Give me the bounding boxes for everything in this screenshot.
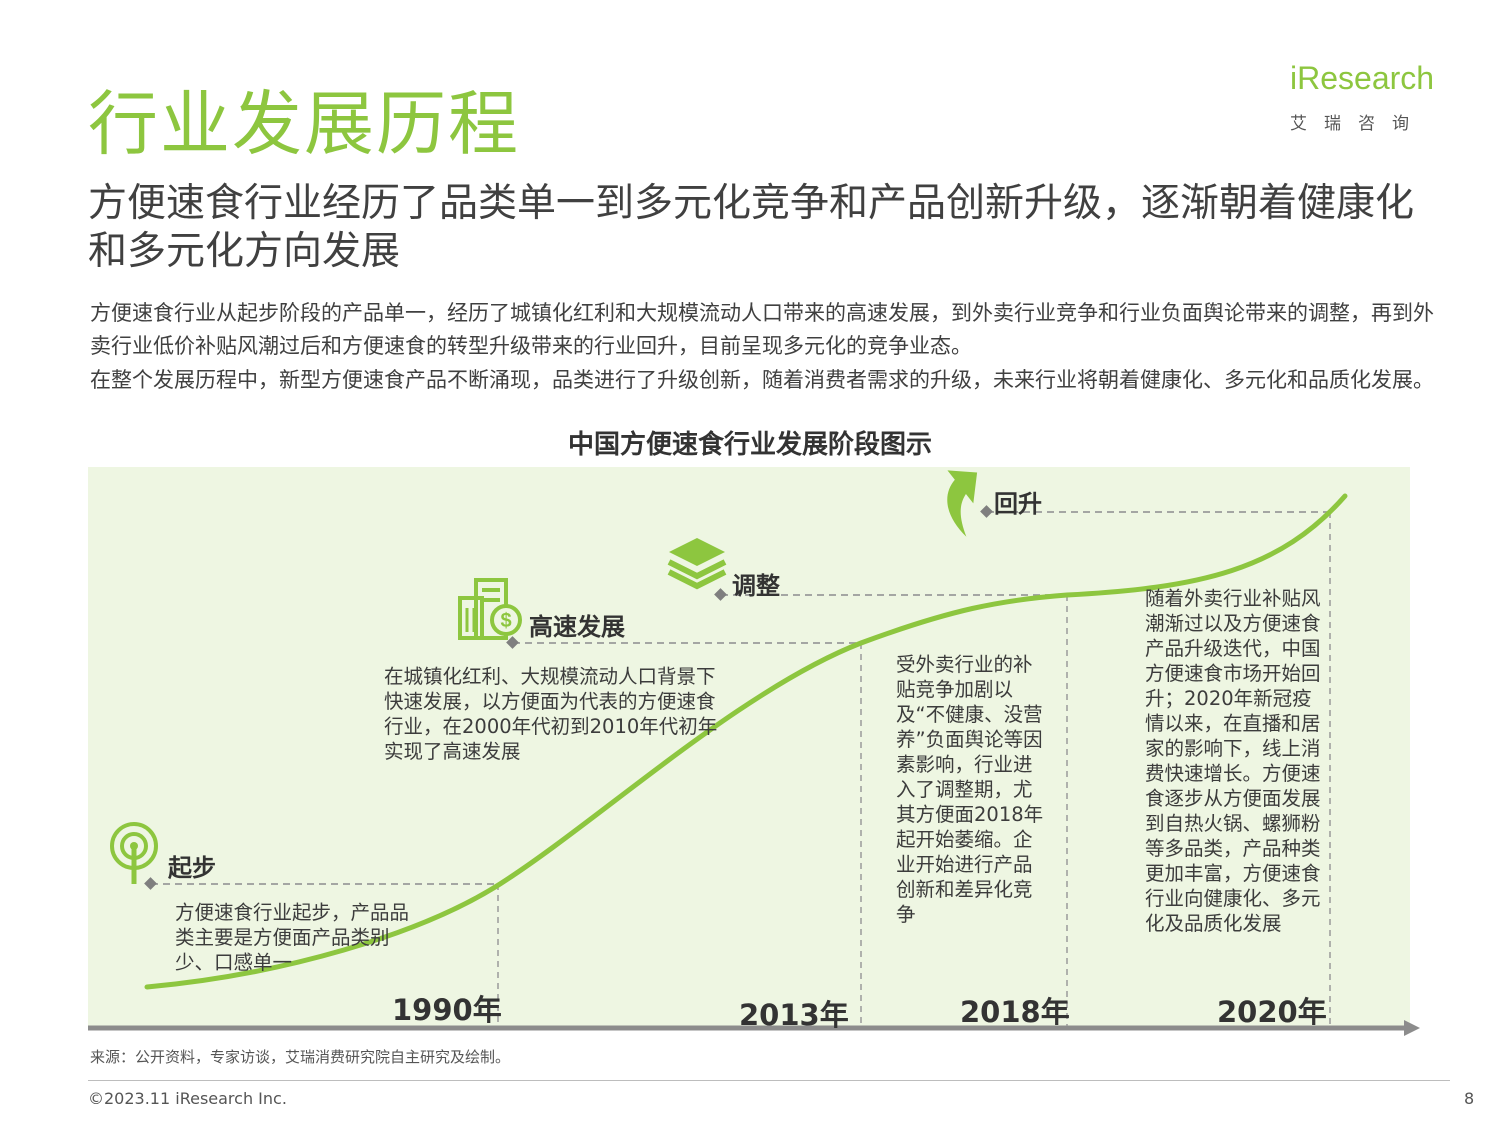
svg-text:$: $ <box>500 610 511 632</box>
stage-desc-fast-growth: 在城镇化红利、大规模流动人口背景下快速发展，以方便面为代表的方便速食行业，在20… <box>384 665 718 763</box>
leader-adjust-marker <box>714 588 727 601</box>
year-2020: 2020年 <box>1217 995 1327 1029</box>
stage-label-start: 起步 <box>168 854 216 882</box>
page-number: 8 <box>1464 1089 1475 1108</box>
stage-label-adjust: 调整 <box>732 572 780 600</box>
leader-start-marker <box>144 877 157 890</box>
stage-desc-adjust: 受外卖行业的补贴竞争加剧以及“不健康、没营养”负面舆论等因素影响，行业进入了调整… <box>896 653 1044 926</box>
growth-curve <box>144 493 1348 990</box>
copyright: ©2023.11 iResearch Inc. <box>88 1089 287 1108</box>
source-note: 来源：公开资料，专家访谈，艾瑞消费研究院自主研究及绘制。 <box>90 1048 511 1066</box>
intro-paragraph-2: 在整个发展历程中，新型方便速食产品不断涌现，品类进行了升级创新，随着消费者需求的… <box>90 368 1434 392</box>
stage-label-fast-growth: 高速发展 <box>529 613 625 641</box>
page-subtitle: 方便速食行业经历了品类单一到多元化竞争和产品创新升级，逐渐朝着健康化和多元化方向… <box>88 181 1415 274</box>
leader-recover-marker <box>980 505 993 518</box>
arrow-up-icon <box>947 470 978 537</box>
year-2018: 2018年 <box>960 995 1070 1029</box>
building-dollar-icon: $ <box>458 578 522 640</box>
stage-desc-start: 方便速食行业起步，产品品类主要是方便面产品类别少、口感单一 <box>175 901 410 974</box>
stage-desc-recover: 随着外卖行业补贴风潮渐过以及方便速食产品升级迭代，中国方便速食市场开始回升；20… <box>1145 587 1321 935</box>
stage-label-recover: 回升 <box>994 490 1042 518</box>
diagram-panel <box>88 467 1410 1028</box>
signal-tower-icon <box>110 822 158 884</box>
timeline-axis <box>88 1020 1420 1036</box>
page-title: 行业发展历程 <box>88 83 520 165</box>
footer-divider <box>88 1080 1450 1081</box>
year-2013: 2013年 <box>739 998 849 1032</box>
iresearch-logo-subtitle: 艾瑞咨询 <box>1290 114 1426 134</box>
layers-icon <box>667 538 727 590</box>
iresearch-logo: iResearch <box>1290 60 1435 96</box>
leader-fast-marker <box>506 636 519 649</box>
intro-paragraph-1: 方便速食行业从起步阶段的产品单一，经历了城镇化红利和大规模流动人口带来的高速发展… <box>90 301 1434 358</box>
diagram-title: 中国方便速食行业发展阶段图示 <box>567 430 932 460</box>
year-1990: 1990年 <box>392 993 502 1027</box>
